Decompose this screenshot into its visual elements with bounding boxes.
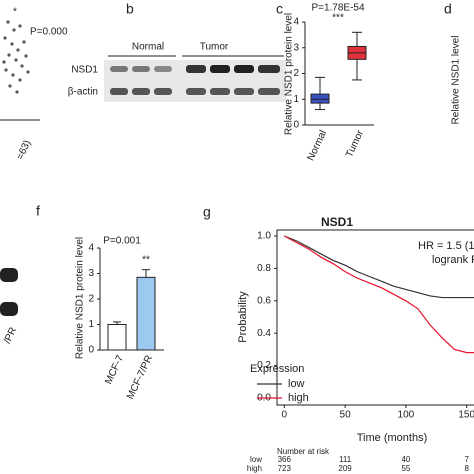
axis-title: Relative NSD1 protein level (284, 13, 295, 135)
annotation: P=1.78E-54 (311, 3, 365, 14)
group-label: Tumor (200, 42, 229, 53)
y-tick-label: 0 (88, 345, 94, 356)
risk-value: 40 (401, 455, 410, 464)
axis-title: Relative NSD1 level (451, 36, 462, 125)
risk-value: 111 (339, 455, 352, 464)
row-label: NSD1 (71, 65, 98, 76)
x-tick-label: 100 (398, 410, 415, 421)
y-tick-label: 4 (293, 17, 299, 28)
plot-frame (276, 229, 474, 406)
bar (136, 276, 156, 351)
risk-title: Number at risk (277, 447, 330, 456)
legend-label: high (288, 392, 309, 404)
y-tick-label: 0.2 (257, 360, 271, 371)
survival-curve (284, 235, 474, 354)
x-tick-label: MCF-7 (103, 353, 126, 386)
panel-letter: f (36, 203, 40, 219)
risk-row-label: high (247, 464, 262, 473)
x-tick-label: 0 (282, 410, 288, 421)
y-tick-label: 0.4 (257, 328, 271, 339)
y-tick-label: 2 (293, 68, 299, 79)
risk-value: 55 (401, 464, 410, 473)
group-label: Normal (132, 42, 164, 53)
y-tick-label: 1.0 (257, 231, 271, 242)
significance: * (13, 7, 17, 18)
y-tick-label: 3 (293, 42, 299, 53)
risk-value: 723 (278, 464, 292, 473)
y-tick-label: 0.6 (257, 295, 271, 306)
row-label: β-actin (68, 87, 98, 98)
annotation: P=0.001 (103, 236, 141, 247)
panel-b: b Normal Tumor NSD1 β-actin (68, 1, 286, 102)
panel-letter: b (126, 1, 134, 17)
band (0, 268, 18, 282)
panel-letter: d (444, 1, 452, 17)
axis-title: Relative NSD1 protein level (75, 237, 86, 359)
y-tick-label: 4 (88, 243, 94, 254)
y-tick-label: 1 (293, 94, 299, 105)
bands (110, 65, 280, 95)
legend-title: Expression (250, 363, 304, 375)
risk-value: 7 (464, 455, 469, 464)
panel-letter: c (276, 1, 283, 17)
significance: *** (332, 13, 344, 24)
legend-label: low (288, 378, 305, 390)
box (310, 93, 330, 104)
significance: ** (142, 254, 150, 265)
x-tick-label: 150 (458, 410, 474, 421)
annotation: HR = 1.5 (1.05 - (418, 240, 474, 252)
y-tick-label: 0 (293, 120, 299, 131)
annotation: logrank P = (432, 254, 474, 266)
axis-title: Time (months) (357, 432, 428, 444)
y-tick-label: 3 (88, 268, 94, 279)
bar (107, 324, 127, 351)
y-tick-label: 0.8 (257, 263, 271, 274)
scatter-cloud (2, 20, 30, 94)
panel-a: * P=0.000 =63) (0, 7, 68, 162)
panel-letter: g (203, 204, 211, 220)
x-tick-label: 50 (340, 410, 352, 421)
category-label: =63) (15, 139, 34, 162)
risk-value: 8 (464, 464, 469, 473)
x-tick-label: Normal (306, 129, 330, 163)
band (0, 302, 18, 316)
risk-row-label: low (250, 455, 262, 464)
chart-title: NSD1 (321, 215, 353, 229)
y-tick-label: 2 (88, 294, 94, 305)
survival-curve (284, 235, 474, 299)
axis-title: Probability (237, 291, 249, 343)
p-value: P=0.000 (30, 27, 68, 38)
category-label: /PR (2, 326, 19, 346)
x-tick-label: Tumor (344, 128, 366, 159)
x-tick-label: MCF-7/PR (125, 354, 155, 401)
risk-value: 209 (338, 464, 352, 473)
risk-value: 366 (278, 455, 292, 464)
y-tick-label: 1 (88, 319, 94, 330)
